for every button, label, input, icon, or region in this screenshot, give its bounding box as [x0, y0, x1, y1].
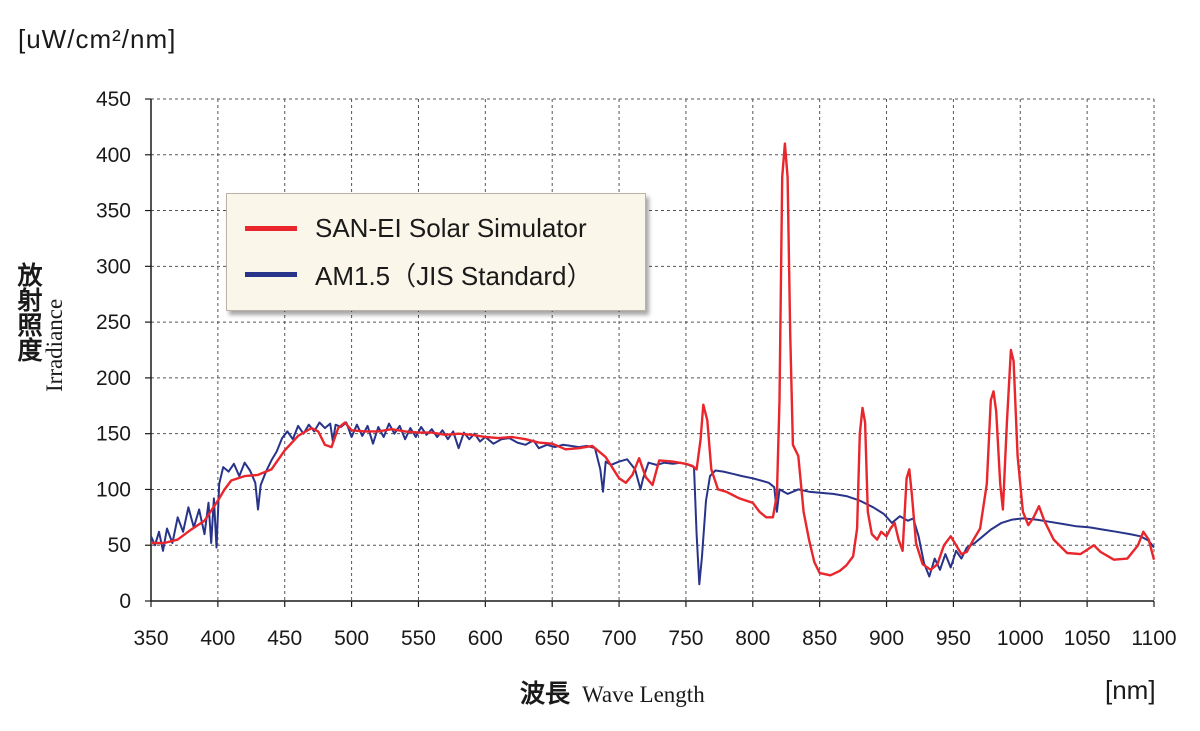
grid-lines: [151, 98, 1155, 601]
x-axis-title-en: Wave Length: [582, 682, 705, 707]
y-tick-label: 250: [96, 311, 131, 334]
legend-item-simulator: SAN-EI Solar Simulator: [245, 208, 587, 248]
y-tick-labels: 0 50 100 150 200 250 300 350 400 450: [96, 88, 131, 613]
x-tick-label: 600: [468, 627, 503, 650]
y-tick-label: 400: [96, 144, 131, 167]
x-tick-label: 1000: [997, 627, 1044, 650]
x-tick-label: 1100: [1131, 627, 1176, 650]
y-tick-label: 450: [96, 88, 131, 111]
x-tick-label: 400: [200, 627, 235, 650]
y-tick-label: 100: [96, 478, 131, 501]
series-line-simulator: [151, 142, 1156, 577]
x-unit-label: [nm]: [1105, 675, 1156, 705]
x-axis-title: 波長 Wave Length: [520, 674, 705, 710]
x-tick-label: 800: [735, 627, 770, 650]
legend-label-am15: AM1.5（JIS Standard）: [315, 260, 593, 291]
legend-label-simulator: SAN-EI Solar Simulator: [315, 212, 587, 243]
chart-axes: [145, 98, 1155, 607]
y-unit-label: [uW/cm²/nm]: [18, 24, 177, 54]
x-tick-label: 650: [535, 627, 570, 650]
y-tick-label: 300: [96, 255, 131, 278]
y-tick-label: 350: [96, 200, 131, 223]
y-tick-label: 50: [108, 534, 131, 557]
y-axis-title-jp: 放射照度: [14, 262, 43, 362]
x-tick-label: 950: [936, 627, 971, 650]
series-line-am15: [150, 421, 1155, 586]
y-tick-label: 200: [96, 367, 131, 390]
x-tick-label: 700: [602, 627, 637, 650]
y-axis-title: 放射照度 Irradiance: [14, 262, 74, 402]
x-axis-title-jp: 波長: [520, 679, 571, 708]
series-lines: [150, 142, 1156, 586]
y-axis-title-en: Irradiance: [42, 298, 67, 392]
x-tick-label: 750: [668, 627, 703, 650]
legend-swatch-am15: [245, 271, 297, 277]
y-tick-label: 150: [96, 423, 131, 446]
legend-item-am15: AM1.5（JIS Standard）: [245, 254, 592, 294]
x-tick-label: 850: [802, 627, 837, 650]
legend-swatch-simulator: [245, 225, 297, 231]
x-tick-label: 450: [267, 627, 302, 650]
y-tick-label: 0: [119, 590, 131, 613]
chart-legend: SAN-EI Solar Simulator AM1.5（JIS Standar…: [226, 193, 646, 311]
x-tick-label: 550: [401, 627, 436, 650]
x-tick-labels: 350 400 450 500 550 600 650 700 750 800 850 900 950 1…: [133, 627, 1176, 650]
x-tick-label: 500: [334, 627, 369, 650]
x-tick-label: 1050: [1064, 627, 1111, 650]
x-tick-label: 350: [133, 627, 168, 650]
x-tick-label: 900: [869, 627, 904, 650]
